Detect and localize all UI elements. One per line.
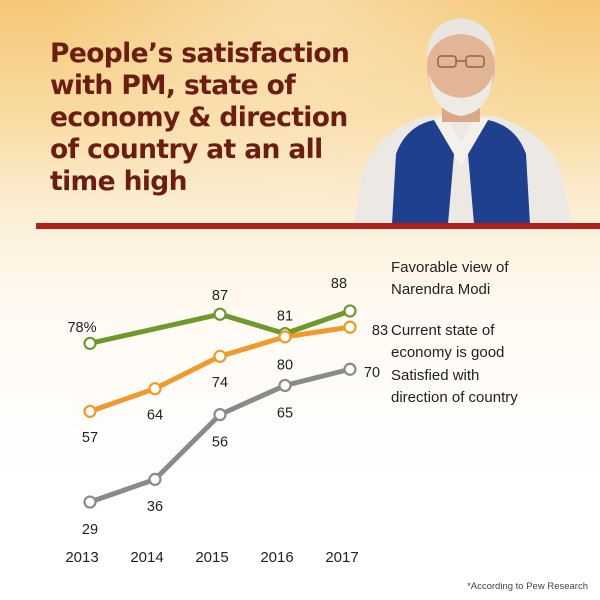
data-labels: 78% 87 81 88 57 64 74 80 83 29 36 56 65 70 bbox=[67, 276, 388, 538]
data-label: 88 bbox=[331, 276, 347, 292]
data-label: 56 bbox=[212, 434, 228, 450]
x-tick-label: 2017 bbox=[325, 549, 358, 566]
data-label: 81 bbox=[277, 308, 293, 324]
portrait-hair bbox=[426, 18, 496, 60]
data-label: 57 bbox=[82, 430, 98, 446]
data-point bbox=[278, 378, 292, 393]
data-label: 74 bbox=[212, 375, 228, 391]
portrait-shirt bbox=[354, 116, 572, 224]
x-axis: 2013 2014 2015 2016 2017 bbox=[65, 549, 358, 566]
data-point bbox=[213, 349, 227, 363]
data-label: 29 bbox=[82, 522, 98, 538]
footnote: *According to Pew Research bbox=[467, 581, 588, 592]
headline-divider bbox=[36, 223, 600, 229]
line-chart: 78% 87 81 88 57 64 74 80 83 29 36 56 65 70 Favorable … bbox=[65, 259, 518, 566]
data-point bbox=[278, 330, 292, 344]
data-label: 65 bbox=[277, 405, 293, 421]
legend-label: Narendra Modi bbox=[391, 281, 490, 298]
series-line-1 bbox=[87, 308, 353, 346]
data-label: 36 bbox=[147, 499, 163, 515]
data-label: 87 bbox=[212, 288, 228, 304]
portrait-face bbox=[427, 22, 495, 110]
legend-label: Satisfied with bbox=[391, 367, 479, 384]
data-point bbox=[83, 336, 97, 350]
series-lines bbox=[87, 308, 353, 505]
x-tick-label: 2014 bbox=[130, 549, 163, 566]
portrait-image bbox=[354, 18, 572, 224]
x-tick-label: 2013 bbox=[65, 549, 98, 566]
legend-label: Favorable view of bbox=[391, 259, 509, 276]
data-point bbox=[148, 382, 162, 396]
data-point bbox=[343, 320, 357, 334]
legend: Favorable view of Narendra Modi Current st… bbox=[391, 259, 518, 406]
data-label: 78% bbox=[67, 320, 96, 336]
legend-label: direction of country bbox=[391, 389, 518, 406]
data-point bbox=[213, 307, 227, 321]
portrait-beard bbox=[429, 74, 493, 116]
data-label: 64 bbox=[147, 408, 163, 424]
data-label: 83 bbox=[372, 323, 388, 339]
series-points bbox=[83, 304, 357, 509]
series-line-2 bbox=[87, 324, 353, 414]
x-tick-label: 2015 bbox=[195, 549, 228, 566]
data-label: 70 bbox=[364, 365, 380, 381]
portrait-vest bbox=[392, 120, 454, 224]
data-point bbox=[148, 472, 162, 486]
x-tick-label: 2016 bbox=[260, 549, 293, 566]
headline: People’s satisfaction with PM, state of … bbox=[50, 38, 350, 197]
legend-label: Current state of bbox=[391, 322, 495, 339]
data-point bbox=[83, 495, 97, 509]
data-point bbox=[343, 304, 357, 318]
data-point bbox=[213, 407, 227, 422]
legend-label: economy is good bbox=[391, 344, 504, 361]
data-point bbox=[343, 362, 357, 376]
data-point bbox=[83, 404, 97, 418]
data-label: 80 bbox=[277, 358, 293, 374]
